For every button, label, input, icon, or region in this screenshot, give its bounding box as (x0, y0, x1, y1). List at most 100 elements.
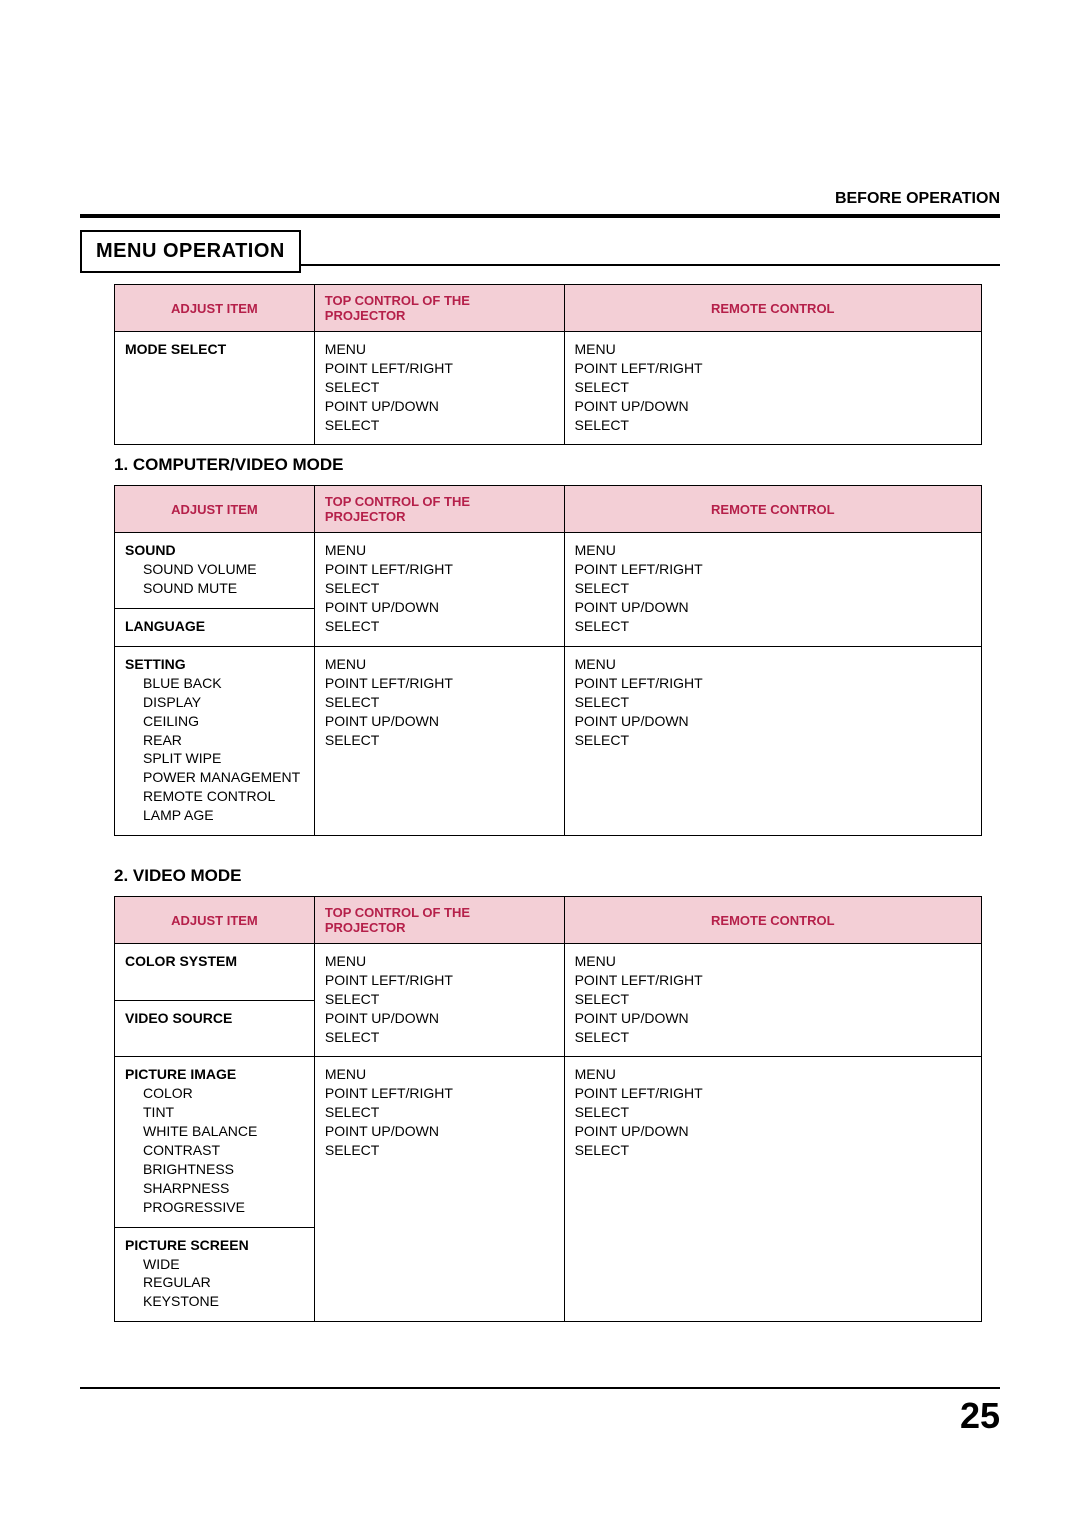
cell-item: PICTURE IMAGE COLOR TINT WHITE BALANCE C… (115, 1057, 315, 1227)
cell-remote-control: MENU POINT LEFT/RIGHT SELECT POINT UP/DO… (564, 1057, 981, 1322)
cell-top-control: MENU POINT LEFT/RIGHT SELECT POINT UP/DO… (314, 1057, 564, 1322)
cell-top-control: MENU POINT LEFT/RIGHT SELECT POINT UP/DO… (314, 647, 564, 836)
menu-operation-title: MENU OPERATION (96, 240, 285, 262)
ctrl-line: POINT UP/DOWN (575, 713, 689, 729)
item-sub: SPLIT WIPE (125, 749, 304, 768)
th-adjust-item: ADJUST ITEM (115, 897, 315, 944)
ctrl-line: POINT LEFT/RIGHT (325, 1085, 453, 1101)
item-sub: SOUND MUTE (125, 579, 304, 598)
ctrl-line: SELECT (575, 732, 629, 748)
item-sub: LAMP AGE (125, 806, 304, 825)
ctrl-line: SELECT (325, 618, 379, 634)
page-footer: 25 (80, 1387, 1000, 1437)
ctrl-line: POINT UP/DOWN (575, 1123, 689, 1139)
item-title: PICTURE SCREEN (125, 1236, 304, 1255)
ctrl-line: SELECT (325, 1029, 379, 1045)
ctrl-line: MENU (575, 953, 616, 969)
item-sub: REAR (125, 731, 304, 750)
th-adjust-item: ADJUST ITEM (115, 486, 315, 533)
item-sub: KEYSTONE (125, 1292, 304, 1311)
cell-item: LANGUAGE (115, 609, 315, 647)
item-sub: CONTRAST (125, 1141, 304, 1160)
cell-top-control: MENU POINT LEFT/RIGHT SELECT POINT UP/DO… (314, 533, 564, 647)
table-row: MODE SELECT MENU POINT LEFT/RIGHT SELECT… (115, 332, 982, 445)
cell-item: COLOR SYSTEM (115, 944, 315, 1001)
cell-remote-control: MENU POINT LEFT/RIGHT SELECT POINT UP/DO… (564, 332, 981, 445)
th-remote-control: REMOTE CONTROL (564, 897, 981, 944)
footer-rule (80, 1387, 1000, 1389)
item-sub: BLUE BACK (125, 674, 304, 693)
th-top-control: TOP CONTROL OF THE PROJECTOR (314, 897, 564, 944)
ctrl-line: SELECT (575, 1104, 629, 1120)
th-remote-control: REMOTE CONTROL (564, 486, 981, 533)
item-sub: SOUND VOLUME (125, 560, 304, 579)
ctrl-line: POINT UP/DOWN (325, 398, 439, 414)
cell-remote-control: MENU POINT LEFT/RIGHT SELECT POINT UP/DO… (564, 647, 981, 836)
table-row: SETTING BLUE BACK DISPLAY CEILING REAR S… (115, 647, 982, 836)
mode-select-table: ADJUST ITEM TOP CONTROL OF THE PROJECTOR… (114, 284, 982, 445)
page-header: BEFORE OPERATION (80, 190, 1000, 208)
ctrl-line: SELECT (325, 1142, 379, 1158)
ctrl-line: SELECT (325, 417, 379, 433)
ctrl-line: POINT LEFT/RIGHT (325, 360, 453, 376)
table-header-row: ADJUST ITEM TOP CONTROL OF THE PROJECTOR… (115, 486, 982, 533)
item-sub: REMOTE CONTROL (125, 787, 304, 806)
item-sub: SHARPNESS (125, 1179, 304, 1198)
ctrl-line: POINT LEFT/RIGHT (325, 972, 453, 988)
th-top-control: TOP CONTROL OF THE PROJECTOR (314, 285, 564, 332)
ctrl-line: SELECT (325, 991, 379, 1007)
ctrl-line: SELECT (575, 991, 629, 1007)
ctrl-line: POINT LEFT/RIGHT (575, 1085, 703, 1101)
item-title: LANGUAGE (125, 617, 304, 636)
ctrl-line: MENU (575, 1066, 616, 1082)
ctrl-line: SELECT (575, 417, 629, 433)
ctrl-line: SELECT (325, 1104, 379, 1120)
menu-operation-title-row: MENU OPERATION (80, 230, 1000, 266)
table-row: SOUND SOUND VOLUME SOUND MUTE MENU POINT… (115, 533, 982, 609)
ctrl-line: MENU (575, 341, 616, 357)
ctrl-line: POINT LEFT/RIGHT (575, 561, 703, 577)
ctrl-line: MENU (325, 341, 366, 357)
ctrl-line: POINT LEFT/RIGHT (575, 972, 703, 988)
item-sub: COLOR (125, 1084, 304, 1103)
cell-remote-control: MENU POINT LEFT/RIGHT SELECT POINT UP/DO… (564, 944, 981, 1057)
item-title: SOUND (125, 541, 304, 560)
th-remote-control: REMOTE CONTROL (564, 285, 981, 332)
table-header-row: ADJUST ITEM TOP CONTROL OF THE PROJECTOR… (115, 897, 982, 944)
item-sub: PROGRESSIVE (125, 1198, 304, 1217)
item-sub: REGULAR (125, 1273, 304, 1292)
menu-operation-title-box: MENU OPERATION (80, 230, 301, 273)
header-rule (80, 214, 1000, 218)
table-row: COLOR SYSTEM MENU POINT LEFT/RIGHT SELEC… (115, 944, 982, 1001)
item-sub: WIDE (125, 1255, 304, 1274)
table-row: PICTURE IMAGE COLOR TINT WHITE BALANCE C… (115, 1057, 982, 1227)
item-title: SETTING (125, 655, 304, 674)
cell-top-control: MENU POINT LEFT/RIGHT SELECT POINT UP/DO… (314, 944, 564, 1057)
ctrl-line: MENU (575, 656, 616, 672)
ctrl-line: POINT UP/DOWN (575, 1010, 689, 1026)
cell-top-control: MENU POINT LEFT/RIGHT SELECT POINT UP/DO… (314, 332, 564, 445)
table-header-row: ADJUST ITEM TOP CONTROL OF THE PROJECTOR… (115, 285, 982, 332)
item-sub: WHITE BALANCE (125, 1122, 304, 1141)
item-sub: BRIGHTNESS (125, 1160, 304, 1179)
ctrl-line: SELECT (575, 379, 629, 395)
video-mode-table: ADJUST ITEM TOP CONTROL OF THE PROJECTOR… (114, 896, 982, 1322)
video-mode-heading: 2. VIDEO MODE (114, 866, 1000, 886)
ctrl-line: POINT LEFT/RIGHT (575, 675, 703, 691)
ctrl-line: POINT LEFT/RIGHT (325, 561, 453, 577)
computer-video-table: ADJUST ITEM TOP CONTROL OF THE PROJECTOR… (114, 485, 982, 836)
ctrl-line: SELECT (575, 618, 629, 634)
item-sub: DISPLAY (125, 693, 304, 712)
ctrl-line: SELECT (325, 732, 379, 748)
ctrl-line: SELECT (575, 1142, 629, 1158)
ctrl-line: POINT LEFT/RIGHT (325, 675, 453, 691)
item-title: MODE SELECT (125, 340, 304, 359)
item-title: VIDEO SOURCE (125, 1009, 304, 1028)
page: BEFORE OPERATION MENU OPERATION ADJUST I… (0, 0, 1080, 1531)
item-title: COLOR SYSTEM (125, 952, 304, 971)
computer-video-heading: 1. COMPUTER/VIDEO MODE (114, 455, 1000, 475)
page-number: 25 (80, 1395, 1000, 1437)
ctrl-line: POINT UP/DOWN (325, 713, 439, 729)
item-sub: TINT (125, 1103, 304, 1122)
th-adjust-item: ADJUST ITEM (115, 285, 315, 332)
